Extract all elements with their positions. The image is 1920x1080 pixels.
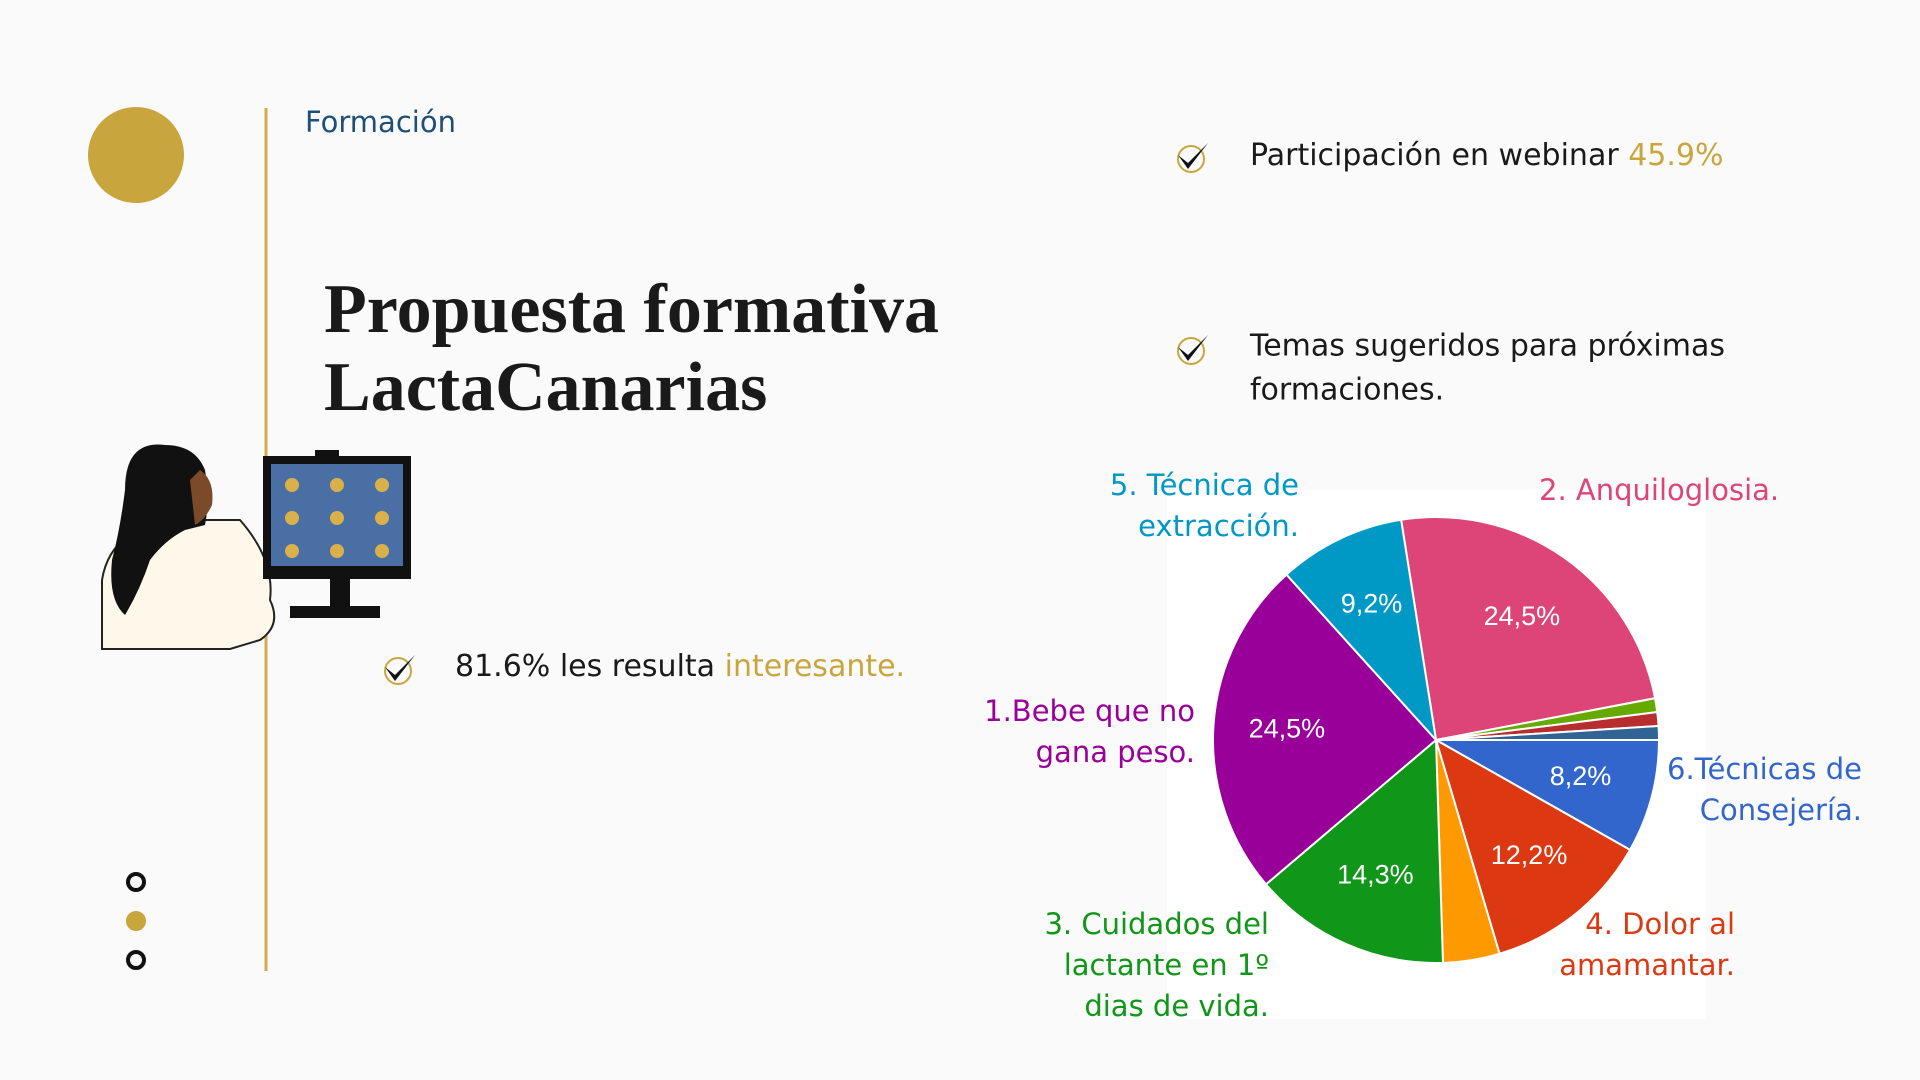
section-label: Formación [305, 105, 456, 139]
category-label: 5. Técnica de extracción. [1110, 468, 1299, 543]
highlight: 45.9% [1628, 138, 1723, 173]
bullet-text: Temas sugeridos para próximas [1249, 329, 1725, 364]
dot [126, 950, 146, 970]
slice-label: 24,5% [1249, 713, 1326, 743]
category-label-line: amamantar. [1559, 948, 1735, 982]
category-label-line: 4. Dolor al [1585, 907, 1735, 941]
pie-slice [1432, 739, 1661, 852]
category-label: 4. Dolor al amamantar. [1559, 907, 1735, 982]
category-label-line: lactante en 1º [1064, 948, 1269, 982]
category-label-line: Consejería. [1700, 793, 1862, 827]
check-icon [1177, 143, 1208, 173]
highlight: interesante. [725, 649, 905, 684]
category-label: 1.Bebe que no gana peso. [984, 694, 1195, 769]
category-label: 6.Técnicas de Consejería. [1667, 752, 1862, 827]
bullet-text: formaciones. [1250, 373, 1444, 408]
slice-label: 8,2% [1550, 761, 1612, 791]
illustration [101, 444, 411, 650]
slice-label: 9,2% [1341, 588, 1403, 618]
title: LactaCanarias [324, 349, 767, 426]
category-label: 2. Anquiloglosia. [1539, 473, 1779, 507]
check-icon [1177, 335, 1208, 365]
bullet-text: 81.6% les resulta interesante. [455, 649, 905, 684]
check-icon [384, 655, 415, 685]
category-label-line: 1.Bebe que no [984, 694, 1195, 728]
category-label-line: 6.Técnicas de [1667, 752, 1862, 786]
bullet-text: Participación en webinar 45.9% [1250, 138, 1724, 173]
category-label: 3. Cuidados del lactante en 1º dias de vid… [1044, 907, 1269, 1023]
slice-label: 12,2% [1491, 840, 1568, 870]
category-label-line: extracción. [1138, 509, 1299, 543]
category-label-line: gana peso. [1036, 735, 1195, 769]
category-label-line: dias de vida. [1084, 989, 1269, 1023]
category-label-line: 3. Cuidados del [1044, 907, 1269, 941]
slice-label: 24,5% [1484, 601, 1561, 631]
gold-circle [88, 107, 184, 203]
slice-label: 14,3% [1337, 860, 1414, 890]
category-label-line: 5. Técnica de [1110, 468, 1299, 502]
bullet-text: Participación en webinar [1250, 138, 1619, 173]
pie-slice [1399, 516, 1657, 742]
pie-slice [1212, 573, 1438, 886]
bullet-text: 81.6% les resulta [455, 649, 715, 684]
dot [126, 911, 146, 931]
category-label-line: 2. Anquiloglosia. [1539, 473, 1779, 507]
title: Propuesta formativa [324, 271, 939, 348]
pie-chart: 24,5% 2. Anquiloglosia. 8,2% 6.Técnicas de C… [984, 468, 1862, 1023]
dot [126, 872, 146, 892]
pie-slice [1264, 737, 1445, 964]
pie-slice [1285, 518, 1438, 744]
